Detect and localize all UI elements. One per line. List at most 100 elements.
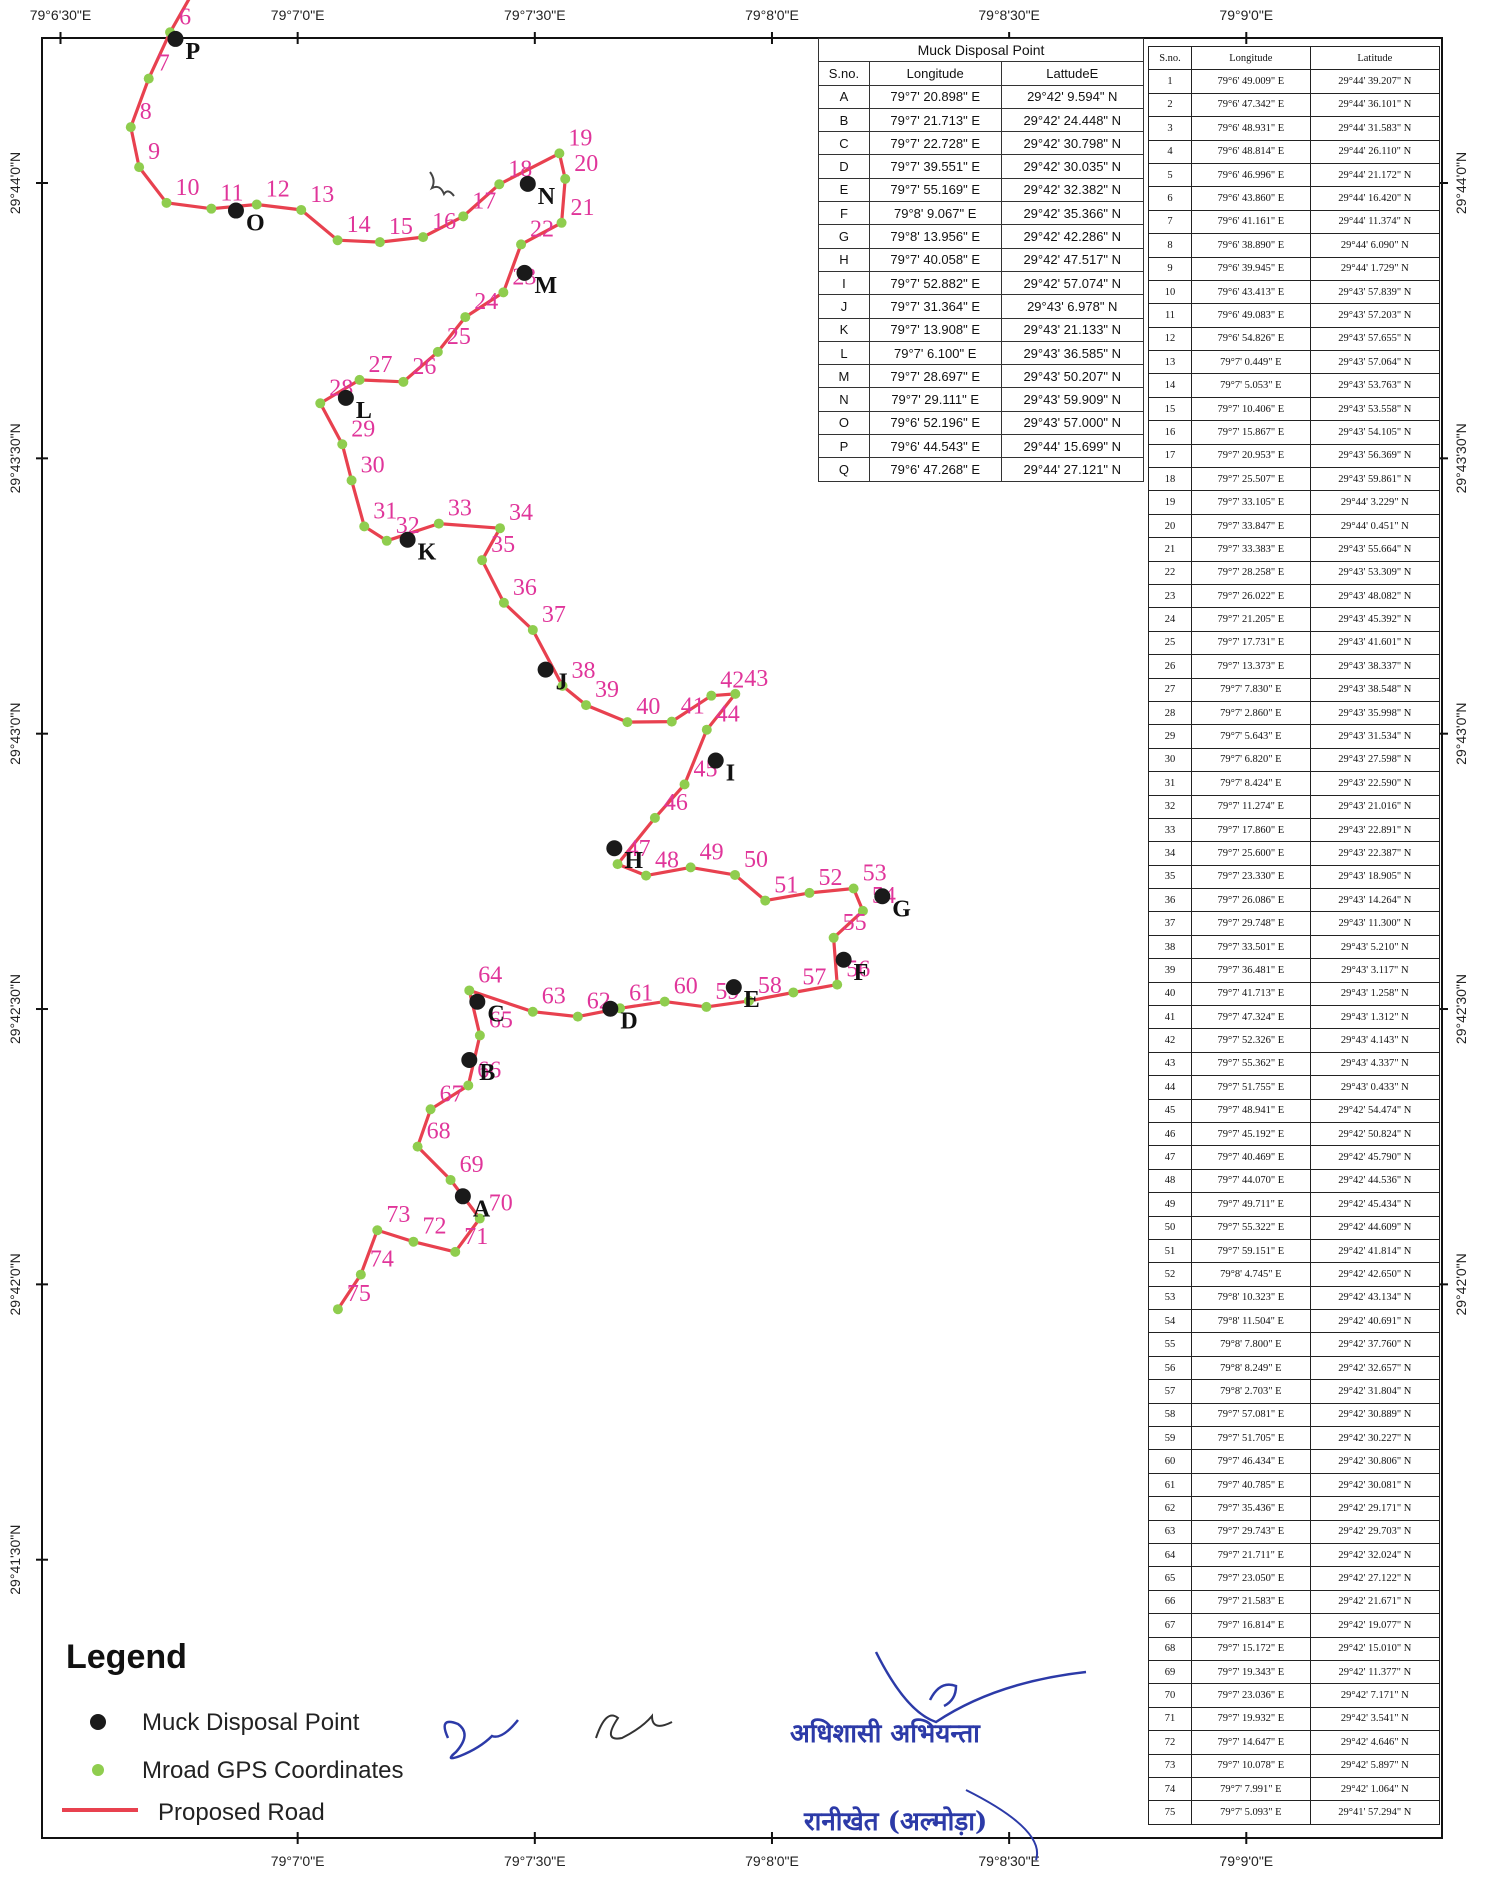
signature-4 xyxy=(965,1789,1039,1861)
gps-table-cell: 79°7' 15.867" E xyxy=(1191,420,1311,445)
gps-table-cell: 29°43' 38.337" N xyxy=(1309,654,1441,679)
muck-point xyxy=(461,1051,478,1068)
bottom-tick-label: 79°8'0"E xyxy=(745,1853,799,1869)
gps-table-cell: 79°7' 21.711" E xyxy=(1191,1542,1311,1568)
gps-table-cell: 79°7' 49.711" E xyxy=(1191,1192,1311,1217)
gps-table-cell: 34 xyxy=(1148,841,1192,866)
gps-point xyxy=(701,724,712,735)
gps-table-cell: 36 xyxy=(1148,888,1192,913)
gps-point xyxy=(398,376,409,387)
muck-point-label: F xyxy=(854,960,869,986)
gps-table-cell: 79°7' 57.081" E xyxy=(1191,1402,1311,1428)
gps-point xyxy=(161,197,172,208)
gps-table-cell: 39 xyxy=(1148,958,1192,983)
gps-point xyxy=(374,237,385,248)
gps-table-row: 65 79°7' 23.050" E 29°42' 27.122" N xyxy=(1148,1566,1441,1591)
muck-table-row: K 79°7' 13.908" E 29°43' 21.133" N xyxy=(818,317,1145,342)
top-tick-label: 79°9'0"E xyxy=(1219,7,1273,23)
gps-table-row: 30 79°7' 6.820" E 29°43' 27.598" N xyxy=(1148,747,1441,773)
gps-table-row: 19 79°7' 33.105" E 29°44' 3.229" N xyxy=(1148,490,1441,515)
gps-point xyxy=(729,869,740,880)
gps-table-cell: 29°43' 3.117" N xyxy=(1309,958,1441,983)
gps-table-row: 74 79°7' 7.991" E 29°42' 1.064" N xyxy=(1148,1776,1441,1802)
muck-table-cell: 79°6' 52.196" E xyxy=(868,410,1002,436)
gps-table-cell: 79°7' 41.713" E xyxy=(1191,981,1311,1007)
gps-table-cell: 29°42' 7.171" N xyxy=(1309,1683,1441,1708)
muck-table-cell: 29°43' 21.133" N xyxy=(1000,317,1145,342)
gps-point-label: 25 xyxy=(447,324,471,350)
gps-point-label: 49 xyxy=(700,839,724,865)
gps-point-label: 24 xyxy=(474,289,498,315)
bottom-tick-label: 79°7'0"E xyxy=(271,1853,325,1869)
gps-table-row: 44 79°7' 51.755" E 29°43' 0.433" N xyxy=(1148,1075,1441,1100)
gps-point-label: 16 xyxy=(432,209,456,235)
gps-table-cell: 79°7' 5.093" E xyxy=(1191,1800,1311,1825)
gps-table-cell: 29°43' 1.258" N xyxy=(1309,981,1441,1007)
graticule-ticks: 79°6'30"E 79°7'0"E 79°7'30"E 79°8'0"E 79°8'3… xyxy=(7,7,1469,1869)
gps-table-cell: 29°42' 30.889" N xyxy=(1309,1402,1441,1428)
gps-point xyxy=(494,179,505,190)
gps-point xyxy=(346,475,357,486)
muck-point xyxy=(835,951,852,968)
muck-table-row: Q 79°6' 47.268" E 29°44' 27.121" N xyxy=(818,457,1145,482)
muck-table-cell: 79°7' 29.111" E xyxy=(868,387,1002,412)
muck-header-longitude: Longitude xyxy=(868,61,1002,86)
muck-point-label: J xyxy=(556,670,568,696)
gps-table-row: 58 79°7' 57.081" E 29°42' 30.889" N xyxy=(1148,1402,1441,1428)
muck-point xyxy=(725,979,742,996)
gps-table-cell: 79°7' 36.481" E xyxy=(1191,958,1311,983)
gps-point-label: 39 xyxy=(595,677,619,703)
gps-table-cell: 79°6' 43.860" E xyxy=(1191,186,1311,211)
gps-point-label: 53 xyxy=(863,860,887,886)
gps-table-cell: 79°6' 47.342" E xyxy=(1191,92,1311,118)
left-tick-label: 29°42'30"N xyxy=(7,974,23,1044)
muck-table-cell: 79°7' 52.882" E xyxy=(868,270,1002,296)
gps-table-row: 23 79°7' 26.022" E 29°43' 48.082" N xyxy=(1148,583,1441,609)
gps-table-cell: 42 xyxy=(1148,1028,1192,1053)
gps-table-cell: 29°43' 56.369" N xyxy=(1309,443,1441,469)
gps-table-cell: 29°43' 18.905" N xyxy=(1309,864,1441,890)
muck-table-cell: 29°42' 24.448" N xyxy=(1000,107,1145,133)
gps-table-row: 55 79°8' 7.800" E 29°42' 37.760" N xyxy=(1148,1332,1441,1357)
gps-table-row: 34 79°7' 25.600" E 29°43' 22.387" N xyxy=(1148,841,1441,866)
gps-point xyxy=(337,439,348,450)
gps-table-cell: 79°7' 33.105" E xyxy=(1191,490,1311,515)
gps-point xyxy=(554,148,565,159)
gps-point xyxy=(516,239,527,250)
gps-table-cell: 29°42' 19.077" N xyxy=(1309,1613,1441,1638)
gps-table-row: 50 79°7' 55.322" E 29°42' 44.609" N xyxy=(1148,1215,1441,1240)
gps-table-cell: 29°43' 54.105" N xyxy=(1309,420,1441,445)
gps-table-row: 37 79°7' 29.748" E 29°43' 11.300" N xyxy=(1148,911,1441,936)
gps-table-cell: 79°7' 52.326" E xyxy=(1191,1028,1311,1053)
gps-table-cell: 32 xyxy=(1148,794,1192,819)
gps-table-row: 3 79°6' 48.931" E 29°44' 31.583" N xyxy=(1148,116,1441,141)
gps-table-row: 9 79°6' 39.945" E 29°44' 1.729" N xyxy=(1148,256,1441,281)
gps-table-row: 1 79°6' 49.009" E 29°44' 39.207" N xyxy=(1148,69,1441,94)
muck-table-cell: 29°43' 57.000" N xyxy=(1000,410,1145,436)
gps-table-cell: 79°7' 16.814" E xyxy=(1191,1613,1311,1638)
gps-table-cell: 58 xyxy=(1148,1402,1192,1428)
gps-table-cell: 79°7' 26.086" E xyxy=(1191,888,1311,913)
gps-point xyxy=(828,932,839,943)
gps-table-cell: 49 xyxy=(1148,1192,1192,1217)
gps-table-cell: 12 xyxy=(1148,326,1192,352)
muck-point xyxy=(602,1000,619,1017)
gps-table-row: 10 79°6' 43.413" E 29°43' 57.839" N xyxy=(1148,279,1441,305)
legend-gps-label: Mroad GPS Coordinates xyxy=(142,1757,403,1784)
gps-table-cell: 68 xyxy=(1148,1636,1192,1661)
muck-table-caption: Muck Disposal Point xyxy=(818,37,1144,63)
signature-3 xyxy=(874,1651,1087,1724)
gps-point-label: 43 xyxy=(744,666,768,692)
gps-table-cell: 29°43' 22.590" N xyxy=(1309,771,1441,796)
gps-table-cell: 75 xyxy=(1148,1800,1192,1825)
muck-table-cell: 79°7' 21.713" E xyxy=(868,107,1002,133)
muck-table-cell: 29°43' 50.207" N xyxy=(1000,364,1145,389)
gps-point-label: 67 xyxy=(440,1081,464,1107)
gps-table-row: 16 79°7' 15.867" E 29°43' 54.105" N xyxy=(1148,420,1441,445)
gps-table-cell: 29°42' 32.657" N xyxy=(1309,1355,1441,1381)
gps-table-row: 69 79°7' 19.343" E 29°42' 11.377" N xyxy=(1148,1659,1441,1685)
gps-table-cell: 29 xyxy=(1148,724,1192,749)
muck-point xyxy=(519,175,536,192)
muck-table-row: O 79°6' 52.196" E 29°43' 57.000" N xyxy=(818,410,1145,436)
gps-table-cell: 29°42' 44.609" N xyxy=(1309,1215,1441,1240)
